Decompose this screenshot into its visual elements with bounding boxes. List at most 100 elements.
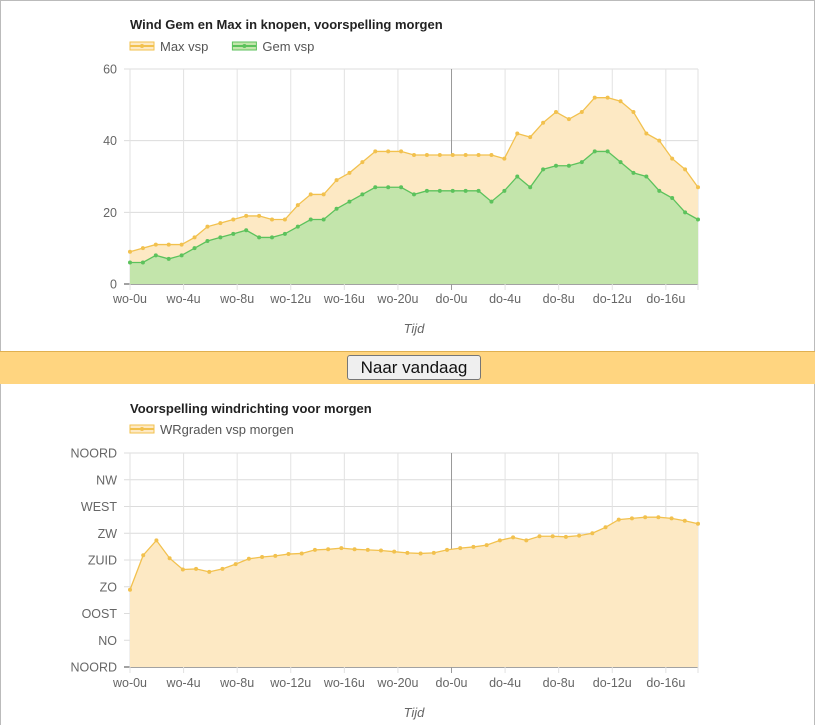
data-point-0 — [463, 153, 468, 157]
data-point-1 — [424, 188, 429, 193]
data-point-0 — [260, 555, 265, 560]
y-tick-label: 0 — [110, 278, 117, 292]
data-point-0 — [458, 546, 463, 551]
data-point-1 — [373, 185, 378, 190]
data-point-1 — [270, 235, 274, 240]
data-point-0 — [489, 153, 494, 157]
legend-marker-1 — [242, 44, 247, 48]
data-point-0 — [554, 110, 558, 114]
x-tick-label: do-4u — [489, 292, 521, 306]
data-point-0 — [476, 153, 481, 157]
data-point-0 — [643, 515, 648, 520]
data-point-0 — [696, 185, 700, 190]
data-point-1 — [657, 188, 662, 193]
navigation-band: Naar vandaag — [0, 351, 815, 385]
data-point-0 — [282, 217, 287, 222]
series-area-1 — [130, 151, 698, 284]
data-point-0 — [347, 170, 352, 175]
data-point-0 — [360, 160, 365, 165]
data-point-0 — [128, 249, 132, 254]
y-tick-label: NW — [96, 473, 117, 487]
wind-direction-chart: Voorspelling windrichting voor morgen WRg… — [70, 401, 700, 720]
data-point-1 — [257, 235, 262, 240]
data-point-0 — [154, 538, 159, 543]
x-tick-label: do-4u — [489, 676, 521, 690]
x-tick-label: do-0u — [436, 676, 468, 690]
y-tick-label: WEST — [81, 500, 117, 514]
data-point-1 — [566, 163, 571, 168]
data-point-0 — [669, 516, 674, 521]
data-point-0 — [657, 138, 662, 143]
data-point-0 — [141, 553, 146, 558]
data-point-0 — [445, 547, 450, 552]
data-point-0 — [220, 566, 225, 571]
data-point-0 — [431, 550, 436, 555]
data-point-0 — [418, 551, 423, 556]
data-point-0 — [497, 538, 502, 543]
data-point-1 — [476, 188, 481, 193]
data-point-0 — [579, 110, 584, 114]
data-point-1 — [437, 188, 442, 193]
x-tick-label: wo-12u — [269, 292, 311, 306]
data-point-0 — [167, 556, 172, 561]
data-point-1 — [295, 224, 300, 229]
data-point-0 — [273, 553, 278, 558]
y-tick-label: ZO — [100, 580, 118, 594]
data-point-0 — [326, 547, 331, 552]
data-point-1 — [541, 167, 546, 172]
data-point-1 — [502, 188, 507, 193]
data-point-0 — [373, 149, 378, 154]
data-point-1 — [412, 192, 416, 197]
y-tick-label: 60 — [103, 63, 117, 77]
data-point-0 — [180, 567, 185, 572]
data-point-1 — [192, 246, 197, 251]
data-point-1 — [386, 185, 391, 190]
wind-speed-chart-panel: Wind Gem en Max in knopen, voorspelling … — [0, 0, 815, 351]
data-point-1 — [683, 210, 688, 215]
data-point-1 — [282, 231, 287, 236]
data-point-1 — [399, 185, 404, 190]
x-axis-title: Tijd — [404, 321, 426, 336]
y-tick-label: NO — [98, 634, 117, 648]
data-point-0 — [590, 531, 595, 536]
legend-label-0: Max vsp — [160, 39, 208, 54]
data-point-0 — [502, 156, 507, 161]
legend-label-0: WRgraden vsp morgen — [160, 422, 294, 437]
data-point-0 — [231, 217, 236, 222]
data-point-0 — [286, 552, 291, 557]
x-tick-label: wo-8u — [219, 676, 254, 690]
data-point-1 — [450, 188, 455, 193]
data-point-0 — [528, 135, 533, 140]
data-point-0 — [321, 192, 326, 197]
x-tick-label: do-12u — [593, 676, 632, 690]
y-tick-label: 20 — [103, 206, 117, 220]
data-point-0 — [153, 242, 158, 247]
data-point-0 — [233, 562, 238, 567]
data-point-0 — [631, 110, 636, 114]
data-point-0 — [405, 550, 410, 555]
data-point-0 — [257, 213, 262, 218]
x-tick-label: do-0u — [436, 292, 468, 306]
series-area-0 — [130, 517, 698, 667]
data-point-0 — [270, 217, 274, 222]
data-point-0 — [566, 117, 571, 122]
data-point-1 — [360, 192, 365, 197]
data-point-1 — [308, 217, 313, 222]
x-tick-label: do-12u — [593, 292, 632, 306]
x-tick-label: wo-4u — [166, 676, 201, 690]
data-point-0 — [605, 95, 610, 100]
x-tick-label: wo-0u — [112, 676, 147, 690]
data-point-1 — [579, 160, 584, 165]
data-point-1 — [128, 260, 132, 265]
data-point-1 — [321, 217, 326, 222]
data-point-0 — [537, 534, 542, 539]
data-point-1 — [140, 260, 145, 265]
wind-speed-chart: Wind Gem en Max in knopen, voorspelling … — [103, 17, 700, 336]
data-point-0 — [541, 120, 546, 125]
data-point-0 — [616, 517, 621, 522]
data-point-0 — [244, 213, 249, 218]
data-point-0 — [194, 566, 199, 571]
x-tick-label: wo-16u — [323, 676, 365, 690]
data-point-1 — [605, 149, 610, 154]
today-button[interactable]: Naar vandaag — [347, 355, 481, 380]
